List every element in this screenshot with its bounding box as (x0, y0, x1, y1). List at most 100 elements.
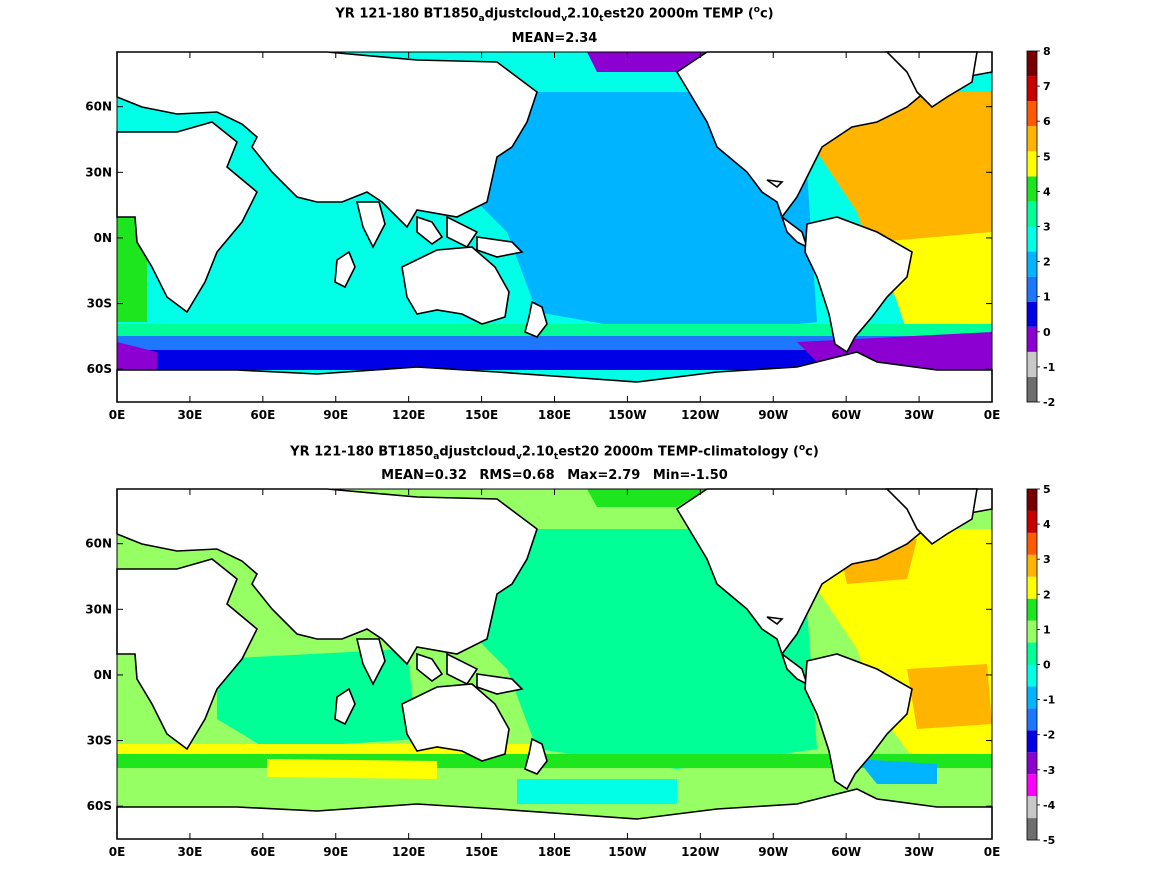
colorbar-label: -3 (1043, 764, 1055, 777)
x-tick-label: 0E (109, 845, 126, 859)
panel1-so-band1 (117, 324, 992, 336)
colorbar-label: 2 (1043, 588, 1051, 601)
panel2-so-yellow (117, 744, 537, 754)
panel2-axes: 0E 30E 60E 90E 120E 150E 180E 150W 120W 90W 60W 30W… (85, 489, 1000, 859)
colorbar-label: 0 (1043, 659, 1051, 672)
colorbar-label: 0 (1043, 326, 1051, 339)
colorbar-swatch (1027, 251, 1037, 277)
colorbar-label: -2 (1043, 396, 1055, 409)
colorbar-label: 5 (1043, 150, 1051, 163)
colorbar-label: 1 (1043, 291, 1051, 304)
x-tick-label: 30E (177, 408, 202, 422)
colorbar-swatch (1027, 151, 1037, 177)
colorbar-label: -1 (1043, 361, 1055, 374)
x-tick-label: 0E (984, 408, 1001, 422)
y-tick-label: 0N (94, 231, 112, 245)
y-tick-label: 60N (85, 100, 112, 114)
colorbar-swatch (1027, 818, 1037, 840)
panel1-indian-region (217, 222, 427, 332)
panel2-mean: MEAN=0.32 (381, 468, 467, 483)
panel2-so-blue (857, 759, 937, 784)
colorbar-label: -5 (1043, 834, 1055, 847)
colorbar-label: 7 (1043, 80, 1051, 93)
x-tick-label: 90W (758, 845, 788, 859)
colorbar-label: -1 (1043, 694, 1055, 707)
panel1-stats: MEAN=2.34 (117, 31, 992, 46)
panel1-arctic (587, 52, 707, 72)
x-tick-label: 150E (465, 845, 498, 859)
colorbar-swatch (1027, 301, 1037, 327)
colorbar-swatch (1027, 276, 1037, 302)
colorbar-swatch (1027, 752, 1037, 775)
x-tick-label: 120E (392, 845, 425, 859)
colorbar-label: 3 (1043, 553, 1051, 566)
colorbar-label: 4 (1043, 518, 1051, 531)
panel2-colorbar: -5 -4 -3 -2 -1 0 1 2 3 4 5 (1026, 483, 1056, 847)
y-tick-label: 0N (94, 668, 112, 682)
x-tick-label: 120E (392, 408, 425, 422)
colorbar-swatch (1027, 708, 1037, 731)
x-tick-label: 30W (904, 845, 934, 859)
colorbar-swatch (1027, 554, 1037, 577)
colorbar-swatch (1027, 532, 1037, 555)
colorbar-label: 8 (1043, 45, 1051, 58)
x-tick-label: 30E (177, 845, 202, 859)
x-tick-label: 60W (831, 845, 861, 859)
x-tick-label: 180E (538, 408, 571, 422)
colorbar-label: 4 (1043, 185, 1051, 198)
panel2-arctic (587, 489, 707, 507)
x-tick-label: 120W (681, 845, 719, 859)
panel1-so-band2 (117, 336, 992, 350)
colorbar-swatch (1027, 774, 1037, 797)
panel2-max: Max=2.79 (567, 468, 641, 483)
x-tick-label: 60E (250, 408, 275, 422)
x-tick-label: 90E (323, 408, 348, 422)
colorbar-swatch (1027, 326, 1037, 352)
panel2-rms: RMS=0.68 (479, 468, 555, 483)
y-tick-label: 60S (87, 362, 112, 376)
x-tick-label: 180E (538, 845, 571, 859)
panel1-mean: MEAN=2.34 (511, 31, 598, 46)
colorbar-label: 5 (1043, 483, 1051, 496)
colorbar-swatch (1027, 642, 1037, 665)
colorbar-swatch (1027, 576, 1037, 599)
x-tick-label: 60W (831, 408, 861, 422)
panel1-map (116, 51, 993, 403)
y-tick-label: 30N (85, 165, 112, 179)
colorbar-label: 1 (1043, 623, 1051, 636)
panel2-title: YR 121-180 BT1850adjustcloudv2.10test20 … (290, 443, 819, 462)
colorbar-label: 3 (1043, 221, 1051, 234)
colorbar-swatch (1027, 730, 1037, 753)
colorbar-swatch (1027, 489, 1037, 511)
x-tick-label: 150E (465, 408, 498, 422)
panel1-title: YR 121-180 BT1850adjustcloudv2.10test20 … (335, 5, 774, 24)
x-tick-label: 30W (904, 408, 934, 422)
colorbar-swatch (1027, 101, 1037, 127)
panel2-so-cyan (517, 779, 677, 804)
panel2-indian-region (217, 649, 417, 749)
x-tick-label: 0E (984, 845, 1001, 859)
panel2-pacific-region (417, 529, 817, 769)
panel2-so-yellow2 (267, 759, 437, 779)
colorbar-label: -4 (1043, 799, 1056, 812)
panel1-pacific-region (417, 92, 817, 337)
panel1-so-band3 (117, 350, 992, 370)
colorbar-swatch (1027, 510, 1037, 533)
colorbar-swatch (1027, 686, 1037, 709)
panel2-stats: MEAN=0.32 RMS=0.68 Max=2.79 Min=-1.50 (117, 468, 992, 483)
colorbar-swatch (1027, 51, 1037, 77)
colorbar-swatch (1027, 226, 1037, 252)
x-tick-label: 120W (681, 408, 719, 422)
colorbar-swatch (1027, 664, 1037, 687)
colorbar-swatch (1027, 796, 1037, 819)
panel2-min: Min=-1.50 (652, 468, 728, 483)
colorbar-label: -2 (1043, 729, 1055, 742)
colorbar-swatch (1027, 620, 1037, 643)
colorbar-label: 6 (1043, 115, 1051, 128)
x-tick-label: 0E (109, 408, 126, 422)
colorbar-swatch (1027, 598, 1037, 621)
panel1-axes: 0E 30E 60E 90E 120E 150E 180E 150W 120W 90W 60W 30W… (85, 52, 1000, 422)
x-tick-label: 60E (250, 845, 275, 859)
panel1-colorbar: -2 -1 0 1 2 3 4 5 6 7 8 (1026, 45, 1055, 409)
